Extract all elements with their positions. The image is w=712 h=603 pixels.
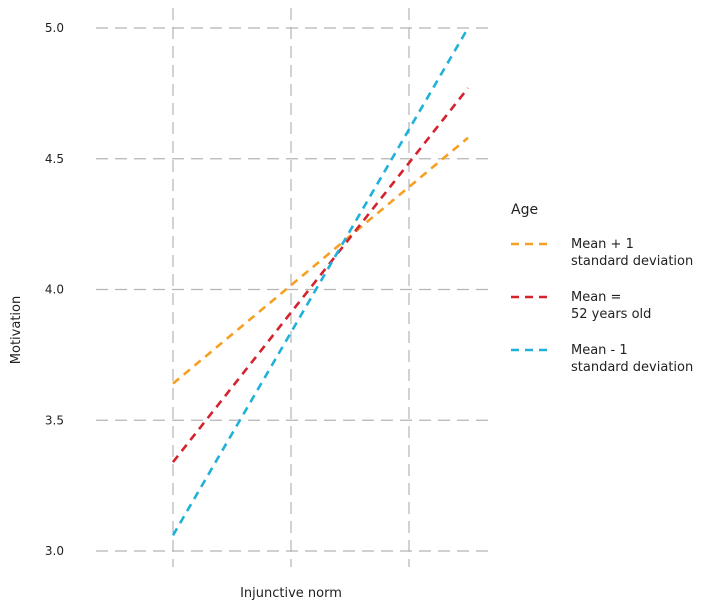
legend: Age Mean + 1 standard deviation Mean = 52 y…	[511, 202, 693, 375]
legend-entry-label: Mean - 1	[571, 343, 628, 358]
y-axis-title: Motivation	[9, 296, 24, 364]
y-tick-label: 4.5	[45, 152, 64, 166]
y-tick-label: 3.0	[45, 544, 64, 558]
legend-entry-label: Mean + 1	[571, 237, 634, 252]
legend-entry-label: 52 years old	[571, 307, 651, 322]
legend-entry-label: standard deviation	[571, 360, 693, 375]
y-tick-labels: 3.0 3.5 4.0 4.5 5.0	[45, 21, 64, 558]
x-axis-title: Injunctive norm	[240, 586, 342, 601]
legend-entry-label: Mean =	[571, 290, 621, 305]
series-line-1	[172, 136, 469, 385]
series-line-2	[171, 87, 470, 463]
y-tick-label: 3.5	[45, 413, 64, 427]
series-lines	[171, 27, 470, 536]
series-line-3	[171, 27, 470, 536]
y-tick-label: 4.0	[45, 283, 64, 297]
y-tick-label: 5.0	[45, 21, 64, 35]
legend-entry-label: standard deviation	[571, 254, 693, 269]
grid-lines	[96, 8, 490, 567]
legend-title: Age	[511, 202, 538, 218]
